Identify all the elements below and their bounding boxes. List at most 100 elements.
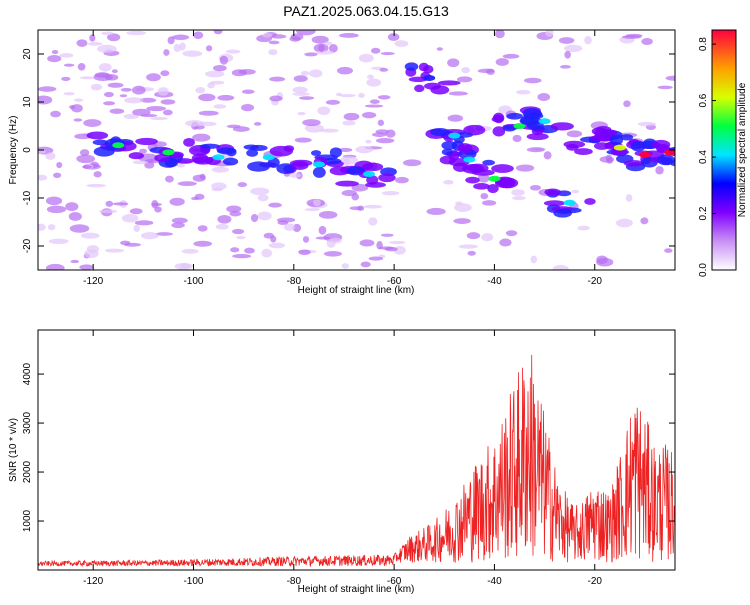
heatmap-ridge-cell (473, 183, 490, 190)
heatmap-cell (516, 89, 531, 95)
heatmap-cell (456, 76, 473, 83)
heatmap-ridge-cell (656, 154, 675, 166)
heatmap-cell (191, 196, 199, 201)
heatmap-cell (192, 133, 211, 142)
spectrogram-y-tick-label: 20 (22, 48, 33, 60)
heatmap-cell (38, 174, 48, 181)
heatmap-cell (351, 193, 360, 201)
heatmap-cell (343, 112, 360, 121)
heatmap-cell (315, 50, 334, 55)
heatmap-cell (338, 93, 356, 98)
heatmap-cell (103, 91, 114, 98)
heatmap-ridge-cell (423, 65, 434, 74)
heatmap-cell (270, 235, 277, 243)
spectrogram-x-label: Height of straight line (km) (298, 285, 415, 296)
heatmap-ridge-cell (437, 80, 461, 86)
heatmap-cell (269, 76, 286, 82)
heatmap-ridge-cell (335, 180, 359, 187)
heatmap-cell (375, 129, 389, 135)
heatmap-cell (657, 85, 673, 90)
heatmap-cell (339, 33, 359, 38)
heatmap-cell (244, 247, 255, 254)
heatmap-cell (230, 247, 240, 253)
heatmap-ridge-cell (487, 184, 499, 194)
heatmap-cell (185, 120, 205, 127)
heatmap-cell (219, 55, 229, 65)
heatmap-ridge-cell (463, 124, 486, 136)
spectrogram-y-tick-label: 10 (22, 96, 33, 108)
heatmap-peak (423, 75, 436, 81)
colorbar-tick-label: 0.6 (698, 93, 709, 107)
heatmap-cell (198, 110, 219, 116)
heatmap-cell (84, 249, 99, 259)
heatmap-ridge-cell (404, 62, 419, 71)
spectrogram-x-tick-label: -100 (183, 276, 203, 287)
heatmap-cell (213, 104, 227, 109)
spectrogram-y-ticks: -20 -10 0 10 20 (22, 48, 675, 253)
heatmap-ridge-cell (623, 160, 645, 167)
heatmap-ridge-cell (526, 133, 549, 141)
heatmap-cell (387, 33, 400, 41)
snr-x-tick-label: -60 (387, 576, 402, 587)
heatmap-ridge-cell (312, 166, 326, 178)
heatmap-peak (488, 175, 501, 182)
snr-x-tick-label: -20 (588, 576, 603, 587)
heatmap-cell (318, 210, 338, 219)
heatmap-ridge-cell (491, 164, 514, 173)
snr-y-ticks: 1000 2000 3000 4000 (22, 363, 675, 532)
heatmap-cell (537, 93, 551, 102)
heatmap-cell (101, 31, 114, 36)
heatmap-cell (499, 238, 512, 247)
heatmap-cell (318, 225, 327, 235)
heatmap-cell (93, 171, 102, 178)
heatmap-cell (199, 173, 206, 180)
spectrogram-y-label: Frequency (Hz) (8, 116, 19, 185)
heatmap-cell (257, 211, 272, 221)
heatmap-cell (343, 158, 351, 167)
heatmap-cell (103, 101, 116, 106)
colorbar: 0.0 0.2 0.4 0.6 0.8 Normalized spectral ampl… (698, 29, 748, 277)
colorbar-tick-label: 0.0 (698, 263, 709, 277)
heatmap-cell (112, 202, 129, 206)
heatmap-cell (120, 87, 132, 92)
heatmap-cell (150, 116, 169, 121)
heatmap-cell (174, 262, 194, 270)
heatmap-cell (299, 96, 315, 100)
heatmap-ridge-cell (584, 198, 596, 205)
heatmap-cell (625, 33, 643, 38)
heatmap-ridge-cell (246, 149, 259, 157)
heatmap-cell (111, 69, 118, 74)
heatmap-cell (63, 92, 75, 96)
heatmap-cell (577, 225, 590, 231)
snr-x-ticks: -120 -100 -80 -60 -40 -20 (83, 330, 602, 587)
heatmap-ridge-cell (329, 147, 342, 158)
heatmap-cell (76, 39, 88, 47)
heatmap-cell (366, 78, 382, 87)
heatmap-ridge-cell (430, 127, 450, 137)
heatmap-cell (302, 119, 321, 127)
heatmap-cell (364, 104, 384, 108)
heatmap-cell (225, 49, 241, 54)
heatmap-cell (292, 92, 310, 96)
spectrogram-x-tick-label: -80 (287, 276, 302, 287)
heatmap-cell (304, 123, 324, 133)
heatmap-cell (231, 69, 247, 77)
heatmap-cell (623, 100, 631, 108)
heatmap-cell (261, 248, 272, 258)
heatmap-cell (664, 248, 673, 253)
colorbar-ticks: 0.0 0.2 0.4 0.6 0.8 (698, 37, 716, 277)
heatmap-cell (268, 202, 282, 208)
heatmap-cell (512, 134, 522, 143)
heatmap-cell (494, 30, 505, 39)
heatmap-cell (296, 30, 316, 36)
heatmap-ridge-cell (441, 148, 453, 156)
heatmap-cell (268, 40, 280, 45)
heatmap-cell (45, 263, 65, 270)
snr-panel: -120 -100 -80 -60 -40 -20 1000 2000 3000 4000 He… (8, 329, 676, 595)
heatmap-cell (124, 97, 144, 104)
heatmap-cell (173, 43, 181, 53)
heatmap-cell (45, 196, 63, 206)
heatmap-cell (120, 240, 131, 246)
heatmap-cell (584, 36, 592, 45)
heatmap-cell (134, 220, 154, 226)
